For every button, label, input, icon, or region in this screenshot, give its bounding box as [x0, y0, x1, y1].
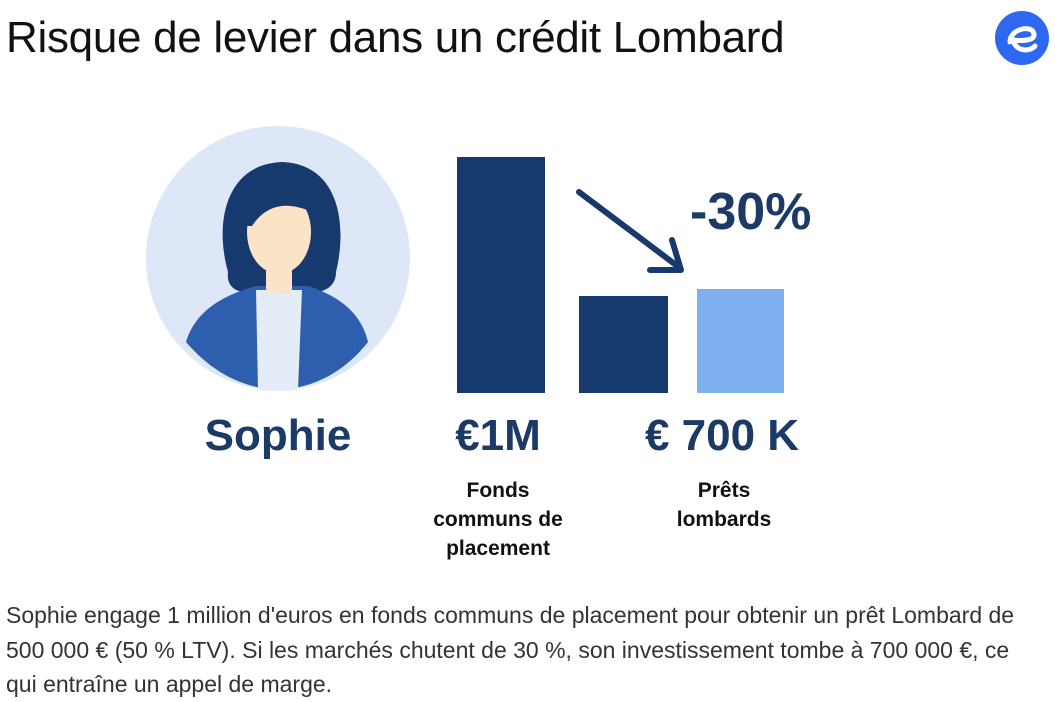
drop-percentage-label: -30%: [690, 183, 812, 241]
person-name: Sophie: [204, 411, 352, 460]
woman-avatar-icon: [146, 126, 410, 391]
bar-dropped-investment: [579, 296, 668, 393]
lombard-loans-category-label: Prêts lombards: [676, 479, 772, 531]
down-right-arrow-icon: [576, 189, 684, 273]
mutual-funds-category-label: Fonds communs de placement: [433, 479, 563, 560]
page-title: Risque de levier dans un crédit Lombard: [6, 13, 785, 62]
e-brand-logo-icon: [995, 11, 1049, 65]
dropped-value-label: € 700 K: [644, 411, 800, 460]
bar-initial-investment: [457, 157, 545, 393]
initial-value-label: €1M: [455, 411, 541, 460]
bar-lombard-loan: [697, 289, 784, 393]
description-text: Sophie engage 1 million d'euros en fonds…: [6, 602, 1015, 697]
